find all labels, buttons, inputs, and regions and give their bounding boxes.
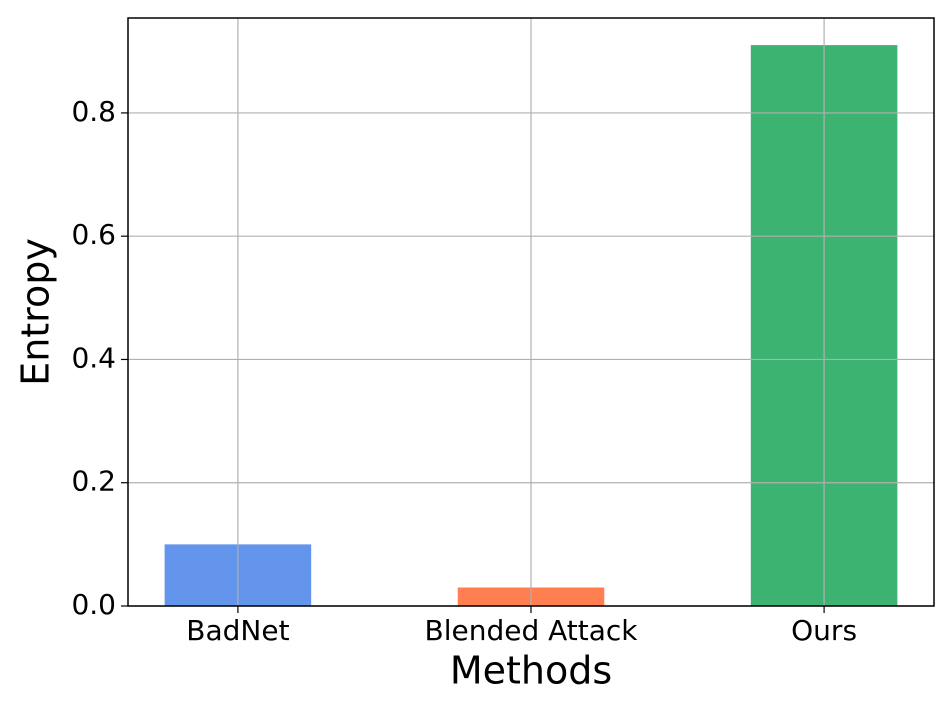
y-tick-label: 0.0 — [71, 588, 116, 621]
y-tick-label: 0.6 — [71, 218, 116, 251]
y-tick-label: 0.4 — [71, 341, 116, 374]
x-tick-label: BadNet — [186, 614, 289, 647]
x-tick-label: Ours — [791, 614, 857, 647]
y-tick-label: 0.8 — [71, 95, 116, 128]
y-tick-label: 0.2 — [71, 465, 116, 498]
y-axis-label: Entropy — [14, 238, 58, 386]
plot-frame — [127, 17, 935, 607]
x-tick-label: Blended Attack — [424, 614, 638, 647]
x-axis-label: Methods — [450, 649, 612, 693]
